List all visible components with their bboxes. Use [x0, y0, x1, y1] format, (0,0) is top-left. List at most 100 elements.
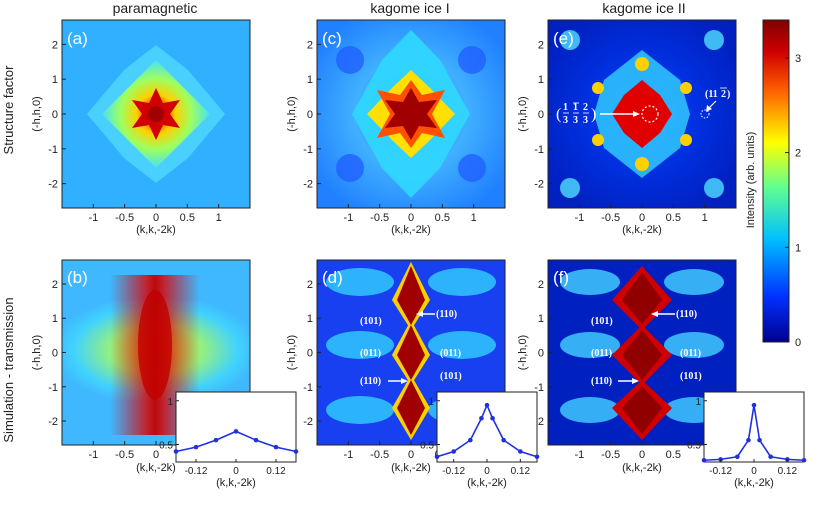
- panel-label-e: (e): [553, 29, 574, 48]
- ytick-label-a-2: 0: [52, 109, 58, 121]
- inset-point-1-3: [479, 415, 484, 421]
- xtick-label-a-0: -1: [88, 212, 98, 224]
- panel-e: (e) ( 1 3 1 3 2 3 ) (11 2 ): [547, 19, 737, 209]
- ytick-label-f-1: 1: [538, 313, 544, 325]
- inset-ytick-label-2-1: 1: [695, 397, 701, 408]
- fraction-1-num: 1: [563, 102, 568, 113]
- arrowhead-f-top: [651, 311, 658, 317]
- xtick-label-c-3: 0.5: [435, 212, 450, 224]
- xtick-label-c-4: 1: [471, 212, 477, 224]
- ytick-label-a-3: -1: [48, 144, 58, 156]
- xtick-label-f-1: -0.5: [601, 449, 620, 461]
- panel-c: (c): [316, 19, 506, 209]
- ytick-label-e-0: 2: [538, 39, 544, 51]
- ytick-label-c-2: 0: [307, 109, 313, 121]
- ylabel-f: (-h,h,0): [517, 335, 529, 370]
- xlabel-b: (k,k,-2k): [136, 462, 176, 474]
- inset-ytick-label-1-1: 1: [428, 397, 434, 408]
- xlabel-f: (k,k,-2k): [622, 462, 662, 474]
- column-title-kagome-ice-i: kagome ice I: [370, 0, 449, 16]
- inset-point-1-2: [468, 437, 473, 443]
- inset-point-0-2: [213, 437, 219, 443]
- inset-point-0-0: [173, 449, 179, 454]
- highlight-circle-right: [700, 109, 710, 119]
- panel-a: (a): [61, 19, 251, 209]
- xtick-label-e-3: 0.5: [666, 212, 681, 224]
- inset-point-2-4: [751, 402, 757, 408]
- inset-point-2-5: [757, 437, 762, 443]
- inset-xlabel-1: (k,k,-2k): [467, 477, 507, 489]
- inset-point-2-3: [746, 437, 751, 443]
- insets-layer: -0.12 0 0.120.51(k,k,-2k)-0.12 0 0.120.51(k,…: [159, 391, 807, 489]
- inset-point-1-7: [518, 449, 523, 454]
- ytick-label-b-2: 0: [52, 348, 58, 360]
- xlabel-e: (k,k,-2k): [622, 224, 662, 236]
- annotation-f-left-2: (011): [591, 348, 612, 359]
- inset-0: -0.12 0 0.12 0.5 1 (k,k,-2k): [159, 391, 299, 489]
- colorbar-ticks: 0 1 2 3: [785, 53, 801, 349]
- annotation-e-112: (11 2 ): [705, 87, 730, 112]
- xtick-label-c-2: 0: [408, 212, 414, 224]
- ytick-label-c-3: -1: [303, 144, 313, 156]
- ylabel-b: (-h,h,0): [31, 335, 43, 370]
- annotation-f-top-right: (110): [676, 309, 697, 320]
- ytick-label-f-0: 2: [538, 279, 544, 291]
- xlabel-c: (k,k,-2k): [391, 224, 431, 236]
- xlabel-a: (k,k,-2k): [136, 224, 176, 236]
- ytick-label-f-3: -1: [534, 382, 544, 394]
- ytick-label-b-4: -2: [48, 416, 58, 428]
- inset-frame-0: [175, 391, 297, 463]
- ytick-label-e-2: 0: [538, 109, 544, 121]
- inset-xtick-label-1-0: -0.12: [442, 466, 465, 477]
- ytick-label-a-4: -2: [48, 179, 58, 191]
- inset-point-1-8: [534, 454, 540, 460]
- inset-xtick-label-0-2: 0.12: [266, 466, 286, 477]
- arrowhead-d-top: [416, 311, 423, 317]
- annotation-d-right-2: (101): [440, 371, 462, 382]
- xlabel-d: (k,k,-2k): [391, 462, 431, 474]
- inset-ytick-label-0-1: 1: [167, 397, 173, 408]
- ylabel-e: (-h,h,0): [517, 96, 529, 131]
- inset-point-1-4: [484, 402, 490, 408]
- inset-point-1-0: [434, 454, 440, 460]
- inset-xlabel-2: (k,k,-2k): [734, 477, 774, 489]
- inset-xtick-label-0-1: 0: [233, 466, 239, 477]
- colorbar-tick-label-1: 1: [795, 242, 801, 254]
- arrowhead-f-bottom: [632, 378, 639, 384]
- colorbar-gradient: [762, 19, 790, 343]
- inset-xtick-label-2-2: 0.12: [778, 466, 798, 477]
- colorbar-label: Intensity (arb. units): [745, 132, 757, 229]
- miller-112-bar-digit: 2: [721, 89, 726, 100]
- inset-1: -0.12 0 0.12 0.5 1 (k,k,-2k): [420, 391, 540, 489]
- inset-point-2-0: [701, 457, 707, 463]
- ytick-label-c-0: 2: [307, 39, 313, 51]
- xtick-label-d-0: -1: [343, 449, 353, 461]
- fraction-1-den: 3: [563, 115, 568, 126]
- inset-2: -0.12 0 0.12 0.5 1 (k,k,-2k): [687, 391, 807, 489]
- ytick-label-b-3: -1: [48, 382, 58, 394]
- inset-point-2-8: [801, 457, 807, 463]
- panel-b: (b): [61, 259, 251, 446]
- inset-point-0-1: [193, 444, 199, 450]
- panel-d: (d) (101) (011) (110) (110) (011) (101): [316, 259, 506, 446]
- inset-frame-2: [703, 391, 805, 463]
- colorbar-tick-label-0: 0: [795, 337, 801, 349]
- annotation-d-bottom-arrow: (110): [360, 376, 381, 387]
- xtick-label-a-1: -0.5: [115, 212, 134, 224]
- xtick-label-f-2: 0: [639, 449, 645, 461]
- ylabel-c: (-h,h,0): [286, 96, 298, 131]
- ytick-label-d-2: 0: [307, 348, 313, 360]
- row-label-structure-factor: Structure factor: [1, 65, 16, 155]
- annotation-f-right-1: (011): [680, 348, 701, 359]
- panel-label-b: (b): [67, 268, 88, 287]
- ytick-label-f-4: -2: [534, 416, 544, 428]
- inset-point-0-4: [253, 437, 259, 443]
- ytick-label-d-1: 1: [307, 313, 313, 325]
- panel-label-f: (f): [553, 268, 569, 287]
- fraction-paren-left: (: [556, 106, 561, 123]
- column-title-kagome-ice-ii: kagome ice II: [602, 0, 685, 16]
- ytick-label-e-1: 1: [538, 74, 544, 86]
- xtick-label-a-3: 0.5: [180, 212, 195, 224]
- xtick-label-a-4: 1: [216, 212, 222, 224]
